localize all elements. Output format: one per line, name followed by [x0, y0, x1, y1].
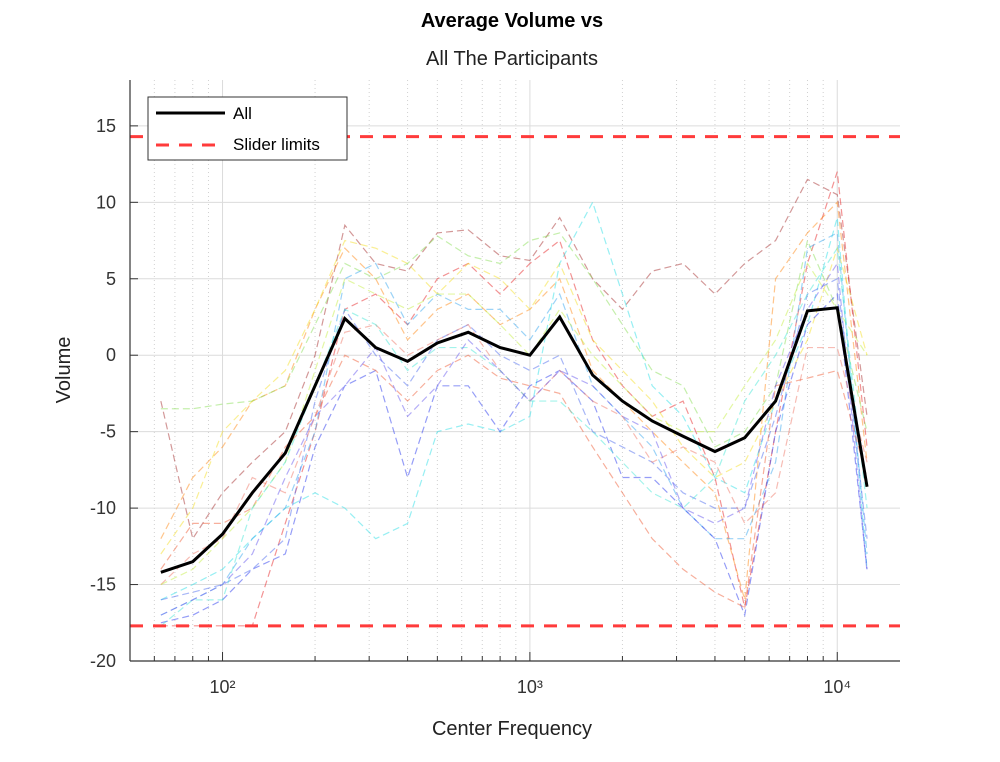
y-tick-label: 10 — [96, 192, 116, 212]
x-axis-label: Center Frequency — [432, 718, 592, 740]
y-tick-label: -20 — [90, 651, 116, 671]
legend-label-slider-limits: Slider limits — [233, 135, 320, 154]
legend: All Slider limits — [147, 96, 348, 161]
y-tick-label: 0 — [106, 345, 116, 365]
y-tick-label: -10 — [90, 498, 116, 518]
y-axis-label: Volume — [53, 337, 75, 404]
x-tick-label: 10⁴ — [823, 677, 851, 697]
y-tick-label: -5 — [100, 422, 116, 442]
axes: 10² 10³ 10⁴ -20 -15 -10 -5 0 5 10 15 — [90, 80, 900, 697]
y-tick-label: 15 — [96, 116, 116, 136]
participant-line-6 — [160, 200, 868, 601]
participant-line-1 — [160, 178, 868, 541]
participant-line-4 — [160, 239, 868, 555]
participant-line-14 — [160, 261, 868, 616]
participant-line-2 — [160, 171, 868, 627]
grid — [129, 80, 900, 662]
chart-title: Average Volume vs — [421, 10, 603, 32]
legend-box — [147, 96, 348, 161]
average-line-all — [160, 306, 869, 574]
x-tick-label: 10² — [210, 677, 236, 697]
participant-line-10 — [160, 323, 868, 585]
chart-subtitle: All The Participants — [426, 48, 598, 70]
y-tick-label: -15 — [90, 575, 116, 595]
participant-line-7 — [160, 231, 868, 616]
legend-label-all: All — [233, 104, 252, 123]
participant-line-5 — [160, 232, 868, 448]
participant-line-3 — [160, 200, 868, 601]
participant-line-11 — [160, 354, 868, 609]
y-tick-label: 5 — [106, 269, 116, 289]
series-layer — [130, 135, 900, 628]
x-tick-label: 10³ — [517, 677, 543, 697]
participant-line-13 — [160, 246, 868, 627]
participant-line-9 — [160, 277, 868, 601]
